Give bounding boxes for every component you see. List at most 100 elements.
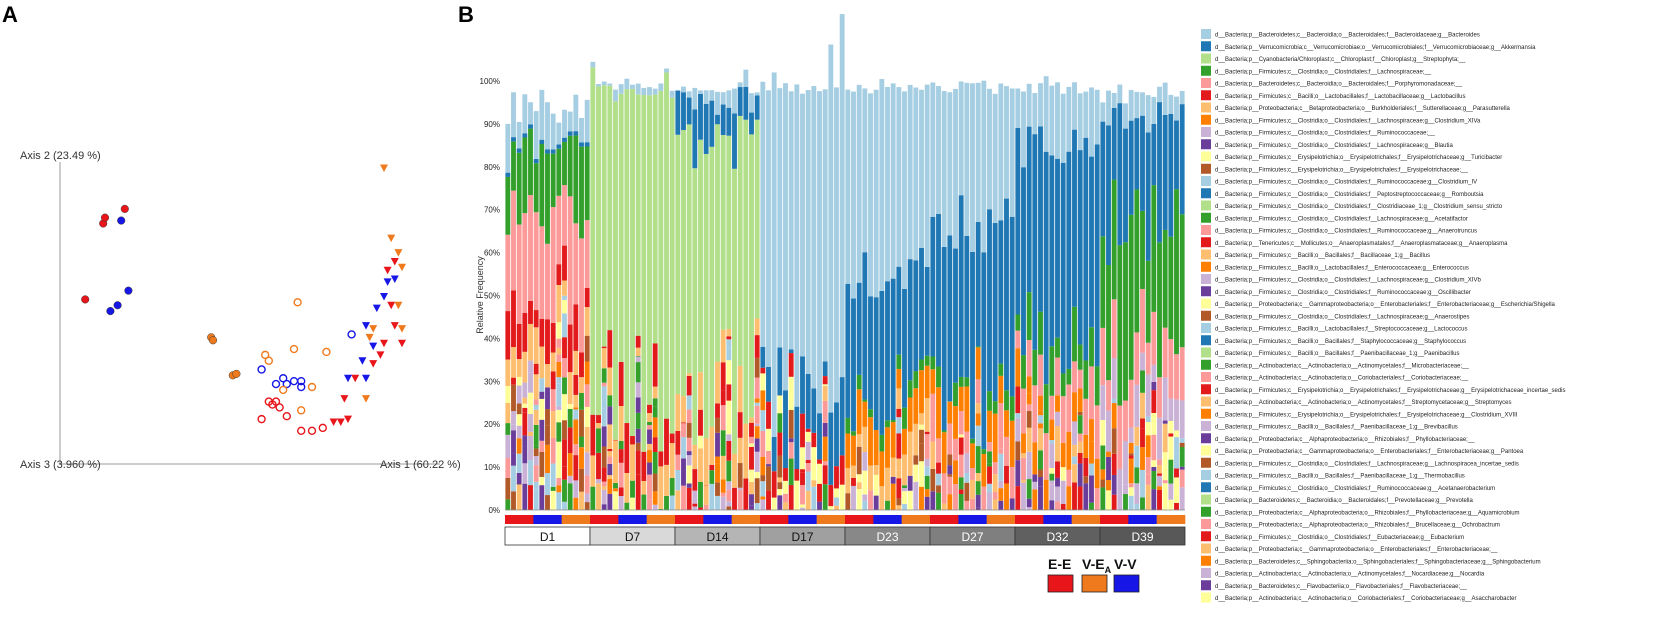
bar-56-seg-0 — [822, 484, 828, 510]
bar-82-seg-0 — [970, 498, 975, 510]
bar-86-seg-3 — [992, 462, 998, 475]
legend-label-36: d__Bacteria;p__Firmicutes;c__Bacilli;o__… — [1215, 474, 1465, 480]
bar-118-seg-0 — [1174, 502, 1179, 510]
bar-2-seg-13 — [516, 148, 522, 153]
bar-113-seg-1 — [1145, 474, 1151, 485]
bar-62-seg-5 — [856, 434, 862, 443]
bar-34-seg-8 — [698, 93, 703, 140]
day-label-D7: D7 — [625, 530, 641, 544]
bar-7-seg-10 — [545, 243, 550, 320]
bar-44-seg-0 — [754, 503, 760, 510]
bar-18-seg-1 — [607, 478, 613, 494]
bar-28-seg-0 — [664, 495, 669, 510]
bar-4-seg-14 — [528, 102, 533, 125]
strip-cell-64 — [867, 515, 874, 524]
bar-93-seg-5 — [1032, 349, 1038, 386]
bar-7-seg-6 — [545, 387, 550, 410]
strip-cell-89 — [1009, 515, 1016, 524]
bar-92-seg-7 — [1026, 411, 1032, 428]
bar-26-seg-3 — [652, 451, 658, 474]
legend-label-1: d__Bacteria;p__Verrucomicrobia;c__Verruc… — [1215, 45, 1536, 51]
bar-111-seg-8 — [1134, 118, 1140, 190]
bar-84-seg-3 — [981, 252, 987, 450]
bar-32-seg-13 — [686, 91, 692, 98]
bar-24-seg-3 — [641, 95, 647, 452]
bar-10-seg-11 — [562, 299, 567, 314]
strip-cell-17 — [601, 515, 608, 524]
bar-23-seg-7 — [635, 382, 641, 398]
bar-99-seg-4 — [1066, 368, 1072, 385]
bar-110-seg-1 — [1128, 487, 1134, 496]
bar-23-seg-2 — [635, 450, 641, 475]
bar-38-seg-9 — [720, 135, 726, 330]
bar-46-seg-7 — [766, 90, 771, 367]
bar-81-seg-4 — [964, 431, 970, 454]
bar-84-seg-2 — [981, 449, 987, 455]
bar-24-seg-4 — [641, 87, 647, 96]
bar-114-seg-11 — [1151, 123, 1157, 186]
bar-83-seg-8 — [975, 379, 981, 404]
bar-86-seg-1 — [992, 491, 998, 500]
strip-cell-36 — [709, 515, 715, 524]
scatter-point-24 — [282, 379, 291, 389]
bar-86-seg-4 — [992, 413, 998, 463]
day-label-D14: D14 — [706, 530, 728, 544]
bar-93-seg-7 — [1032, 93, 1038, 135]
bar-86-seg-0 — [992, 499, 998, 510]
strip-cell-93 — [1032, 515, 1038, 524]
bar-41-seg-6 — [737, 365, 743, 413]
bar-101-seg-3 — [1077, 441, 1083, 453]
bar-100-seg-6 — [1072, 392, 1077, 422]
bar-1-seg-9 — [511, 290, 516, 348]
strip-cell-46 — [765, 515, 772, 524]
bar-62-seg-2 — [856, 474, 862, 483]
bar-96-seg-3 — [1049, 473, 1055, 481]
bar-119-seg-6 — [1179, 400, 1185, 439]
bar-17-seg-9 — [601, 382, 607, 387]
strip-cell-13 — [578, 515, 585, 524]
bar-107-seg-0 — [1111, 494, 1117, 510]
bar-105-seg-2 — [1100, 469, 1106, 480]
bar-40-seg-0 — [732, 487, 737, 510]
bar-109-seg-5 — [1123, 128, 1128, 243]
bar-104-seg-1 — [1094, 488, 1100, 492]
legend-swatch-43 — [1201, 555, 1211, 566]
bar-95-seg-2 — [1043, 384, 1049, 434]
bar-48-seg-1 — [777, 489, 783, 496]
bar-41-seg-5 — [737, 412, 743, 438]
bar-23-seg-9 — [635, 356, 641, 363]
legend-label-42: d__Bacteria;p__Proteobacteria;c__Gammapr… — [1215, 547, 1498, 553]
bar-112-seg-2 — [1140, 447, 1145, 470]
bar-107-seg-2 — [1111, 453, 1117, 475]
strip-cell-56 — [822, 515, 829, 524]
bar-1-seg-10 — [511, 190, 516, 291]
scatter-point-20 — [318, 423, 327, 433]
bar-90-seg-7 — [1015, 330, 1021, 349]
bar-97-seg-4 — [1055, 447, 1060, 462]
bar-1-seg-3 — [511, 430, 516, 454]
bar-18-seg-0 — [607, 493, 613, 510]
bar-116-seg-5 — [1162, 423, 1168, 431]
strip-cell-9 — [556, 515, 562, 524]
bar-44-seg-8 — [754, 402, 760, 406]
bar-32-seg-8 — [686, 395, 692, 410]
bar-71-seg-1 — [907, 475, 913, 491]
bar-96-seg-0 — [1049, 500, 1055, 510]
bar-7-seg-3 — [545, 444, 550, 459]
bar-62-seg-6 — [856, 389, 862, 435]
bar-64-seg-5 — [868, 93, 873, 297]
bar-55-seg-5 — [817, 91, 822, 414]
scatter-point-58 — [390, 275, 399, 283]
legend-swatch-7 — [1201, 114, 1211, 125]
bar-80-seg-9 — [958, 195, 964, 377]
strip-cell-28 — [663, 515, 670, 524]
bar-73-seg-4 — [919, 427, 924, 430]
bar-17-seg-14 — [601, 81, 607, 86]
bar-70-seg-7 — [902, 288, 907, 408]
bar-56-seg-6 — [822, 385, 828, 401]
bar-74-seg-6 — [924, 431, 930, 435]
bar-52-seg-4 — [800, 469, 805, 473]
bar-2-seg-12 — [516, 152, 522, 225]
bar-38-seg-3 — [720, 455, 726, 480]
bar-20-seg-0 — [618, 496, 624, 510]
